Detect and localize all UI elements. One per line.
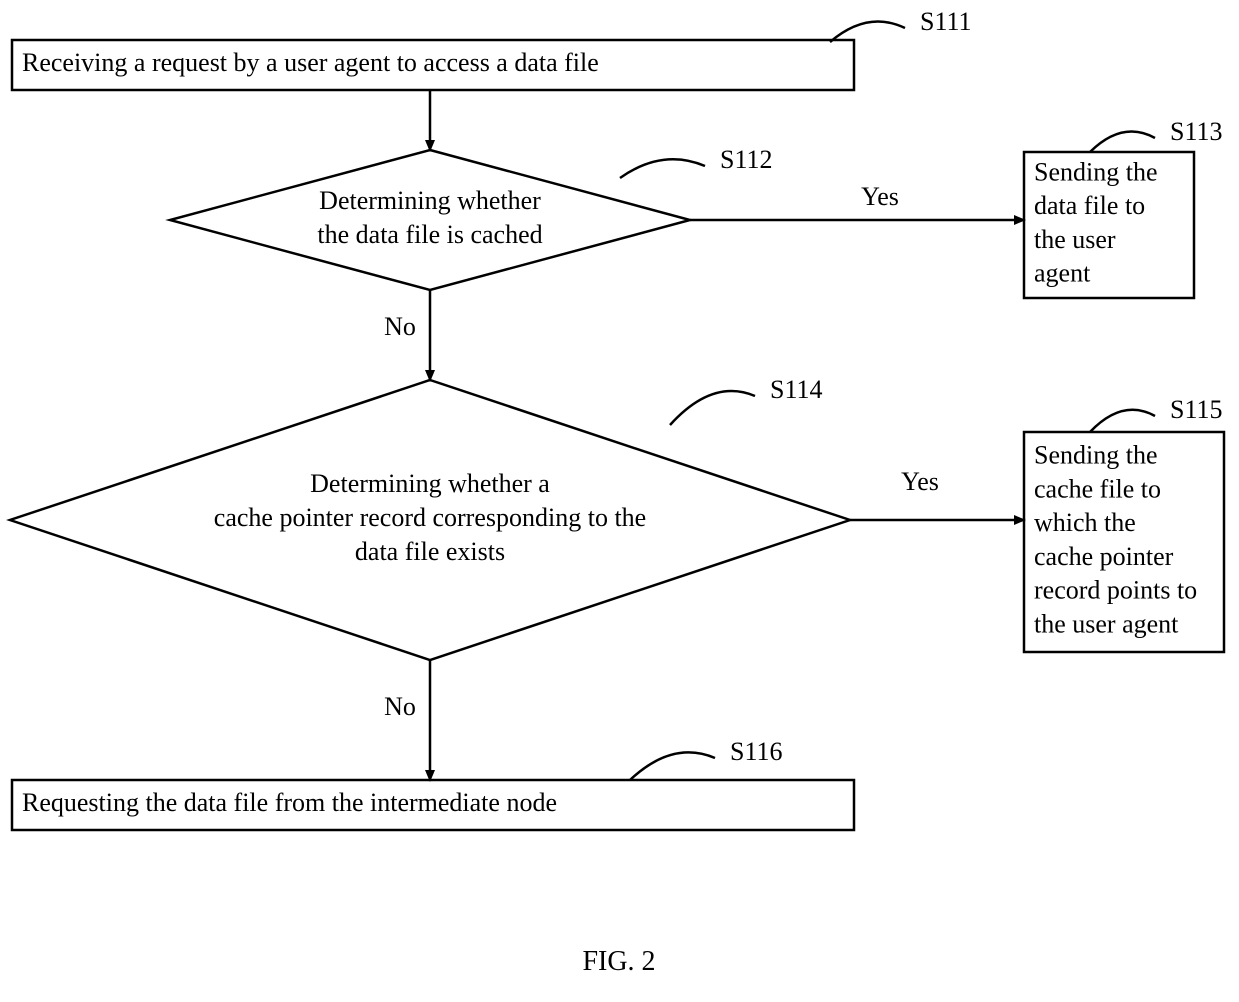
edge-1: Yes	[690, 182, 1024, 220]
callout-s113: S113	[1090, 117, 1223, 152]
edge-label: Yes	[861, 182, 899, 211]
edge-2: No	[384, 290, 430, 380]
svg-text:data file exists: data file exists	[355, 537, 505, 566]
svg-text:Determining whether: Determining whether	[319, 186, 541, 215]
node-s111: Receiving a request by a user agent to a…	[12, 40, 854, 90]
svg-text:agent: agent	[1034, 259, 1091, 288]
svg-text:the user agent: the user agent	[1034, 609, 1179, 638]
node-s114: Determining whether a cache pointer recor…	[10, 380, 850, 660]
node-s113: Sending the data file to the user agent	[1024, 152, 1194, 298]
callouts-layer: S111 S112 S113 S114 S115 S116	[620, 7, 1223, 780]
callout-s115: S115	[1090, 395, 1223, 432]
svg-text:Sending the: Sending the	[1034, 157, 1158, 186]
nodes-layer: Receiving a request by a user agent to a…	[10, 40, 1224, 830]
callout-label: S114	[770, 375, 823, 404]
svg-text:Requesting the data file from: Requesting the data file from the interm…	[22, 788, 557, 817]
flowchart-figure: Receiving a request by a user agent to a…	[0, 0, 1239, 1002]
callout-label: S115	[1170, 395, 1223, 424]
node-s116: Requesting the data file from the interm…	[12, 780, 854, 830]
edge-3: Yes	[850, 467, 1024, 520]
edge-4: No	[384, 660, 430, 780]
callout-label: S112	[720, 145, 773, 174]
svg-text:cache pointer: cache pointer	[1034, 542, 1174, 571]
edge-label: Yes	[901, 467, 939, 496]
callout-label: S111	[920, 7, 972, 36]
svg-text:which the: which the	[1034, 508, 1136, 537]
svg-text:the data file is cached: the data file is cached	[317, 220, 542, 249]
svg-text:Sending the: Sending the	[1034, 440, 1158, 469]
svg-text:cache pointer record correspon: cache pointer record corresponding to th…	[214, 503, 646, 532]
svg-text:data file to: data file to	[1034, 191, 1145, 220]
callout-s111: S111	[830, 7, 972, 42]
svg-text:record points to: record points to	[1034, 576, 1197, 605]
edge-label: No	[384, 692, 416, 721]
svg-text:Receiving a request by a user: Receiving a request by a user agent to a…	[22, 48, 599, 77]
callout-label: S113	[1170, 117, 1223, 146]
svg-text:Determining whether a: Determining whether a	[310, 469, 550, 498]
callout-label: S116	[730, 737, 783, 766]
callout-s112: S112	[620, 145, 773, 178]
node-s115: Sending the cache file to which the cache p…	[1024, 432, 1224, 652]
figure-caption: FIG. 2	[582, 946, 655, 977]
callout-s116: S116	[630, 737, 783, 780]
callout-s114: S114	[670, 375, 823, 425]
node-s112: Determining whether the data file is cach…	[170, 150, 690, 290]
edge-label: No	[384, 312, 416, 341]
svg-text:the user: the user	[1034, 225, 1116, 254]
svg-text:cache file to: cache file to	[1034, 474, 1161, 503]
